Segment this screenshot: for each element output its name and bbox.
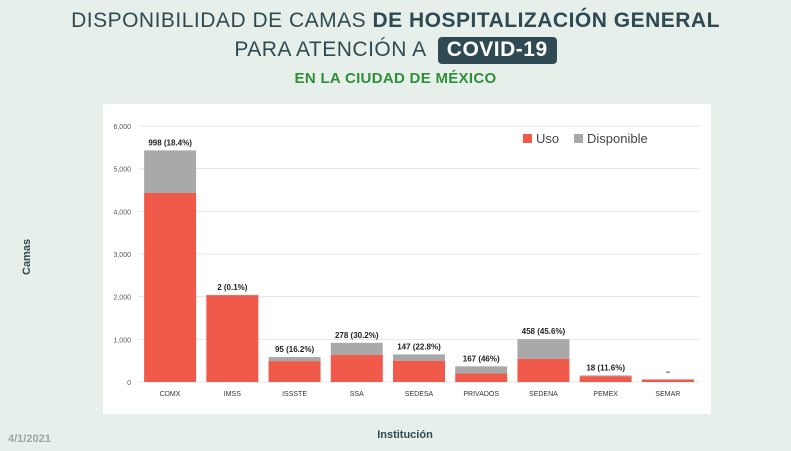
data-label: – bbox=[666, 367, 671, 376]
bar-uso bbox=[206, 294, 259, 382]
y-tick-label: 4,000 bbox=[113, 209, 131, 216]
x-tick-label: IMSS bbox=[224, 391, 241, 398]
bar-uso bbox=[268, 361, 321, 382]
bar-disponible bbox=[144, 150, 197, 193]
legend-swatch bbox=[523, 134, 532, 143]
bar-disponible bbox=[268, 357, 321, 362]
legend-label: Uso bbox=[536, 131, 559, 146]
data-label: 95 (16.2%) bbox=[275, 345, 314, 354]
data-label: 167 (46%) bbox=[463, 354, 500, 363]
plot-card: 0 1,000 2,000 3,000 4,000 5,000 6,000 998 (18.4… bbox=[103, 104, 711, 414]
x-axis-label: Institución bbox=[377, 429, 433, 441]
title-line2-text: PARA ATENCIÓN A bbox=[234, 38, 426, 61]
title-line-1: DISPONIBILIDAD DE CAMAS DE HOSPITALIZACI… bbox=[0, 9, 791, 33]
bar-disponible bbox=[393, 354, 445, 361]
legend-label: Disponible bbox=[587, 131, 648, 146]
bar-uso bbox=[579, 376, 632, 382]
title-line-2: PARA ATENCIÓN A COVID-19 bbox=[0, 37, 791, 64]
data-label: 18 (11.6%) bbox=[586, 363, 625, 372]
title-bold: DE HOSPITALIZACIÓN GENERAL bbox=[372, 9, 720, 32]
data-label: 998 (18.4%) bbox=[148, 138, 192, 147]
subtitle: EN LA CIUDAD DE MÉXICO bbox=[294, 70, 497, 87]
data-label: 147 (22.8%) bbox=[397, 342, 441, 351]
bar-disponible bbox=[330, 342, 383, 355]
data-label: 458 (45.6%) bbox=[522, 327, 566, 336]
y-axis-label: Camas bbox=[21, 238, 33, 275]
x-tick-label: PEMEX bbox=[593, 391, 618, 398]
bar-disponible bbox=[206, 294, 259, 296]
x-tick-label: PRIVADOS bbox=[463, 391, 499, 398]
x-tick-label: CDMX bbox=[160, 391, 181, 398]
covid-badge: COVID-19 bbox=[437, 37, 557, 64]
bar-chart: 0 1,000 2,000 3,000 4,000 5,000 6,000 998 (18.4… bbox=[113, 124, 699, 398]
title-regular: DISPONIBILIDAD DE CAMAS bbox=[71, 9, 367, 32]
legend-swatch bbox=[574, 134, 583, 143]
bar-uso bbox=[393, 360, 445, 382]
y-tick-label: 6,000 bbox=[113, 124, 131, 131]
y-tick-label: 2,000 bbox=[113, 295, 131, 302]
date-stamp: 4/1/2021 bbox=[8, 433, 51, 445]
x-tick-label: SSA bbox=[350, 391, 364, 398]
x-tick-label: ISSSTE bbox=[282, 391, 307, 398]
y-tick-label: 1,000 bbox=[113, 337, 131, 344]
y-tick-label: 3,000 bbox=[113, 252, 131, 259]
x-tick-label: SEDENA bbox=[529, 391, 558, 398]
bar-uso bbox=[641, 379, 694, 382]
data-label: 2 (0.1%) bbox=[217, 283, 248, 292]
data-label: 278 (30.2%) bbox=[335, 331, 379, 340]
bar-disponible bbox=[455, 366, 508, 374]
bar-uso bbox=[517, 358, 570, 382]
bar-uso bbox=[330, 354, 383, 382]
x-tick-label: SEMAR bbox=[655, 391, 680, 398]
bar-disponible bbox=[579, 375, 632, 377]
bar-uso bbox=[455, 373, 508, 382]
y-tick-label: 0 bbox=[127, 380, 131, 387]
bar-disponible bbox=[517, 339, 570, 359]
bar-uso bbox=[144, 192, 197, 382]
x-tick-label: SEDESA bbox=[405, 391, 434, 398]
y-tick-label: 5,000 bbox=[113, 167, 131, 174]
